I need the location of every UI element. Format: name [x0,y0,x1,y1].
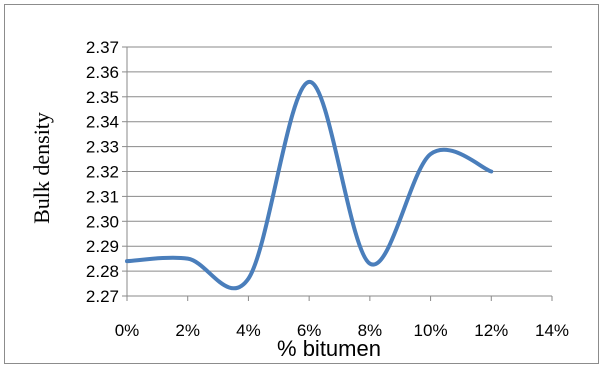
x-tick-label: 14% [535,321,569,340]
y-tick-label: 2.34 [86,113,119,132]
y-tick-label: 2.28 [86,262,119,281]
x-tick-label: 2% [175,321,200,340]
y-tick-label: 2.29 [86,237,119,256]
y-tick-label: 2.30 [86,212,119,231]
x-tick-label: 8% [358,321,383,340]
y-tick-label: 2.27 [86,287,119,306]
line-chart: 2.27 2.28 2.29 2.30 2.31 2.32 2.33 2.34 2.35 2.36… [29,38,569,361]
y-tick-label: 2.36 [86,63,119,82]
y-tick-label: 2.35 [86,88,119,107]
x-axis-title: % bitumen [277,336,381,361]
y-axis-title: Bulk density [29,112,54,224]
x-tick-label: 10% [414,321,448,340]
x-tick-label: 4% [236,321,261,340]
x-tick-label: 0% [115,321,140,340]
x-tick-label: 12% [474,321,508,340]
y-tick-label: 2.32 [86,163,119,182]
y-tick-label: 2.31 [86,187,119,206]
tick-labels: 2.27 2.28 2.29 2.30 2.31 2.32 2.33 2.34 2.35 2.36… [86,38,569,340]
chart-frame: 2.27 2.28 2.29 2.30 2.31 2.32 2.33 2.34 2.35 2.36… [4,4,599,364]
series-layer [125,79,494,291]
x-tick-label: 6% [297,321,322,340]
axes [122,46,553,301]
series-line [125,79,494,291]
y-tick-label: 2.37 [86,38,119,57]
y-tick-label: 2.33 [86,138,119,157]
